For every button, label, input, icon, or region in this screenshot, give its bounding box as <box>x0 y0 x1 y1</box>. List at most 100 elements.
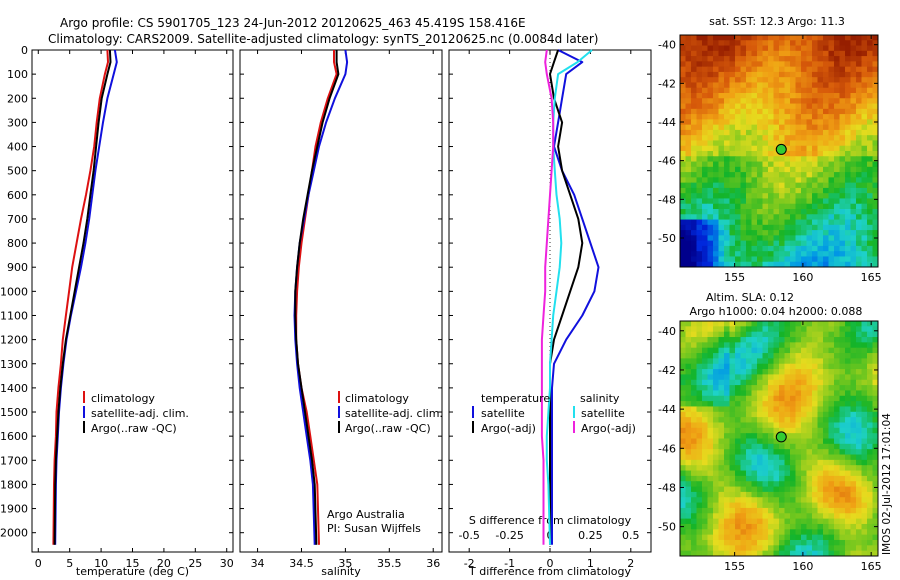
map-cell <box>773 151 780 157</box>
map-cell <box>685 66 692 73</box>
x-tick-label: 165 <box>861 271 882 284</box>
map-cell <box>828 256 835 263</box>
map-cell <box>680 411 687 418</box>
map-cell <box>823 497 830 504</box>
map-cell <box>795 66 802 73</box>
map-cell <box>762 119 769 126</box>
map-cell <box>795 342 802 349</box>
map-cell <box>856 156 863 163</box>
map-cell <box>779 108 786 115</box>
map-cell <box>801 369 808 376</box>
map-cell <box>812 427 819 434</box>
map-cell <box>784 135 791 142</box>
map-cell <box>850 539 857 546</box>
map-cell <box>867 449 874 456</box>
map-cell <box>762 198 769 205</box>
map-cell <box>773 219 780 226</box>
map-cell <box>680 385 687 392</box>
map-cell <box>762 449 769 456</box>
map-cell <box>867 523 874 530</box>
map-cell <box>691 449 698 456</box>
map-cell <box>823 82 830 89</box>
map-cell <box>828 182 835 189</box>
map-cell <box>762 363 769 370</box>
map-cell <box>757 177 764 184</box>
map-cell <box>845 172 852 178</box>
map-cell <box>779 390 786 397</box>
map-cell <box>680 513 687 520</box>
map-cell <box>845 177 852 184</box>
map-cell <box>713 71 720 78</box>
map-cell <box>685 465 692 472</box>
map-cell <box>784 151 791 157</box>
map-cell <box>735 443 742 450</box>
map-cell <box>795 82 802 89</box>
map-cell <box>724 135 731 142</box>
map-cell <box>779 82 786 89</box>
map-cell <box>773 518 780 525</box>
map-cell <box>823 230 830 236</box>
map-cell <box>828 459 835 466</box>
map-cell <box>751 82 758 89</box>
map-cell <box>850 82 857 89</box>
map-cell <box>790 103 797 110</box>
map-cell <box>696 177 703 184</box>
map-cell <box>817 93 824 99</box>
map-cell <box>861 497 868 504</box>
map-cell <box>834 459 841 466</box>
map-cell <box>861 545 868 552</box>
map-cell <box>718 507 725 514</box>
map-cell <box>707 251 714 258</box>
map-cell <box>696 151 703 157</box>
map-cell <box>702 182 709 189</box>
map-cell <box>806 406 813 413</box>
map-cell <box>751 545 758 552</box>
y-tick-label: 1700 <box>0 454 28 467</box>
map-cell <box>718 523 725 530</box>
map-cell <box>850 422 857 429</box>
map-cell <box>707 529 714 536</box>
map-cell <box>757 486 764 493</box>
map-cell <box>834 40 841 47</box>
map-cell <box>839 224 846 231</box>
map-cell <box>746 71 753 78</box>
map-cell <box>823 326 830 333</box>
map-cell <box>850 140 857 147</box>
map-cell <box>729 251 736 258</box>
map-cell <box>812 491 819 498</box>
map-cell <box>823 363 830 370</box>
y-tick-label: 100 <box>7 68 28 81</box>
map-cell <box>685 353 692 359</box>
map-cell <box>691 486 698 493</box>
map-cell <box>729 61 736 68</box>
map-cell <box>773 161 780 168</box>
map-cell <box>817 87 824 94</box>
map-cell <box>795 379 802 386</box>
map-cell <box>784 198 791 205</box>
map-cell <box>773 135 780 142</box>
map-cell <box>779 534 786 541</box>
map-cell <box>707 198 714 205</box>
map-cell <box>680 390 687 397</box>
map-cell <box>685 443 692 450</box>
map-cell <box>856 438 863 445</box>
map-cell <box>784 129 791 136</box>
map-cell <box>735 193 742 200</box>
map-cell <box>691 98 698 105</box>
map-cell <box>845 417 852 424</box>
map-cell <box>740 124 747 131</box>
map-cell <box>784 518 791 525</box>
map-cell <box>784 103 791 110</box>
map-cell <box>685 518 692 525</box>
map-cell <box>861 87 868 94</box>
map-cell <box>867 40 874 47</box>
map-cell <box>685 103 692 110</box>
map-cell <box>812 433 819 440</box>
map-cell <box>713 77 720 84</box>
map-cell <box>867 337 874 343</box>
map-cell <box>834 172 841 178</box>
map-cell <box>823 337 830 343</box>
map-cell <box>691 124 698 131</box>
map-cell <box>817 369 824 376</box>
map-cell <box>713 235 720 242</box>
